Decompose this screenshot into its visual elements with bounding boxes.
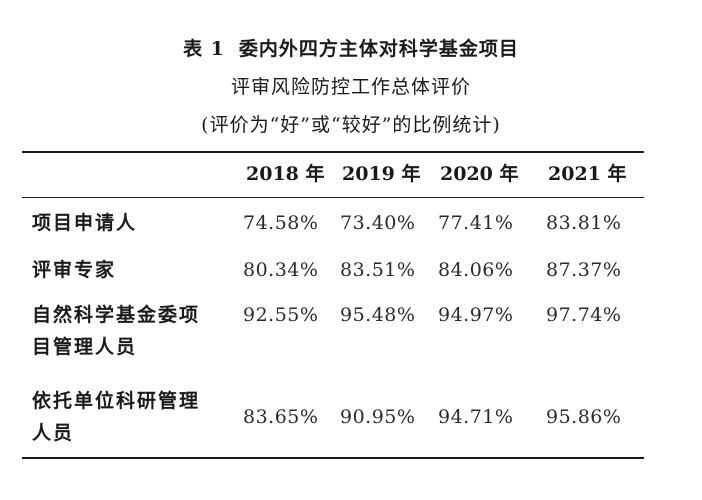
- table-cell: 73.40%: [340, 212, 416, 234]
- table-cell: 83.65%: [243, 406, 319, 428]
- table-cell: 84.06%: [438, 259, 514, 281]
- table-caption: 表 1 委内外四方主体对科学基金项目 评审风险防控工作总体评价 (评价为“好”或“…: [0, 30, 702, 144]
- table-cell: 83.51%: [340, 259, 416, 281]
- table-cell: 92.55%: [243, 304, 319, 326]
- row-label-institution-staff-line-1: 依托单位科研管理: [32, 390, 201, 412]
- caption-line-3: (评价为“好”或“较好”的比例统计): [201, 114, 501, 136]
- row-label-reviewer: 评审专家: [32, 259, 117, 281]
- table-cell: 87.37%: [546, 259, 622, 281]
- column-header-2018: 2018 年: [246, 163, 325, 185]
- table-bottom-rule: [22, 457, 644, 459]
- table-cell: 97.74%: [546, 304, 622, 326]
- row-label-institution-staff-line-2: 人员: [32, 422, 75, 444]
- row-label-nsfc-staff-line-2: 目管理人员: [32, 336, 138, 358]
- table-cell: 90.95%: [340, 406, 416, 428]
- table-cell: 95.86%: [546, 406, 622, 428]
- table-cell: 94.71%: [438, 406, 514, 428]
- column-header-2020: 2020 年: [440, 163, 519, 185]
- table-cell: 77.41%: [438, 212, 514, 234]
- table-cell: 80.34%: [243, 259, 319, 281]
- table-number: 表 1: [183, 38, 225, 60]
- column-header-2019: 2019 年: [342, 163, 421, 185]
- row-label-nsfc-staff-line-1: 自然科学基金委项: [32, 304, 201, 326]
- caption-title: 委内外四方主体对科学基金项目: [238, 38, 519, 60]
- table-header-rule: [22, 197, 644, 198]
- table-cell: 83.81%: [546, 212, 622, 234]
- row-label-applicant: 项目申请人: [32, 212, 138, 234]
- table-cell: 74.58%: [243, 212, 319, 234]
- table-cell: 94.97%: [438, 304, 514, 326]
- column-header-2021: 2021 年: [548, 163, 627, 185]
- caption-line-2: 评审风险防控工作总体评价: [230, 76, 471, 98]
- table-top-rule: [22, 151, 644, 153]
- table-cell: 95.48%: [340, 304, 416, 326]
- caption-line-1: 表 1 委内外四方主体对科学基金项目: [0, 30, 702, 68]
